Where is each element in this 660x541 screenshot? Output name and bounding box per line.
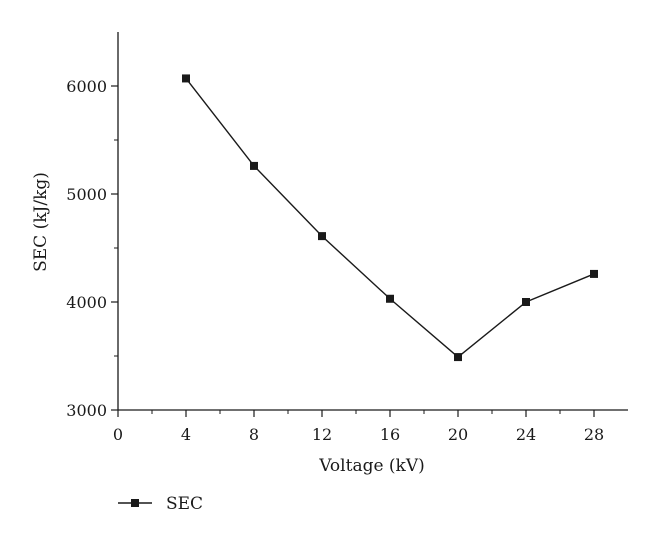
- data-point: [454, 353, 462, 362]
- x-axis-ticks: 0 4 8 12 16 20 24 28: [113, 410, 604, 444]
- x-tick-label: 24: [516, 425, 536, 444]
- x-tick-label: 12: [312, 425, 332, 444]
- x-tick-label: 4: [181, 425, 191, 444]
- x-tick-label: 0: [113, 425, 123, 444]
- y-tick-label: 4000: [66, 293, 107, 312]
- legend-label: SEC: [166, 494, 203, 514]
- series-line-sec: [185, 78, 595, 358]
- y-axis-label: SEC (kJ/kg): [31, 172, 51, 272]
- y-axis-ticks: 3000 4000 5000 6000: [66, 77, 118, 420]
- data-point: [522, 298, 530, 306]
- y-tick-label: 5000: [66, 185, 107, 204]
- x-tick-label: 20: [448, 425, 468, 444]
- chart-axes: [117, 32, 628, 411]
- x-tick-label: 28: [584, 425, 604, 444]
- data-point: [590, 269, 598, 278]
- x-tick-label: 8: [249, 425, 259, 444]
- legend: SEC: [118, 494, 203, 514]
- data-point: [250, 161, 258, 170]
- series-group: [182, 74, 598, 362]
- y-tick-label: 6000: [66, 77, 107, 96]
- data-point: [182, 74, 190, 83]
- data-point: [386, 294, 394, 303]
- x-tick-label: 16: [380, 425, 400, 444]
- x-axis-label: Voltage (kV): [318, 456, 425, 476]
- data-point: [318, 232, 326, 241]
- legend-marker: [131, 499, 139, 507]
- y-tick-label: 3000: [66, 401, 107, 420]
